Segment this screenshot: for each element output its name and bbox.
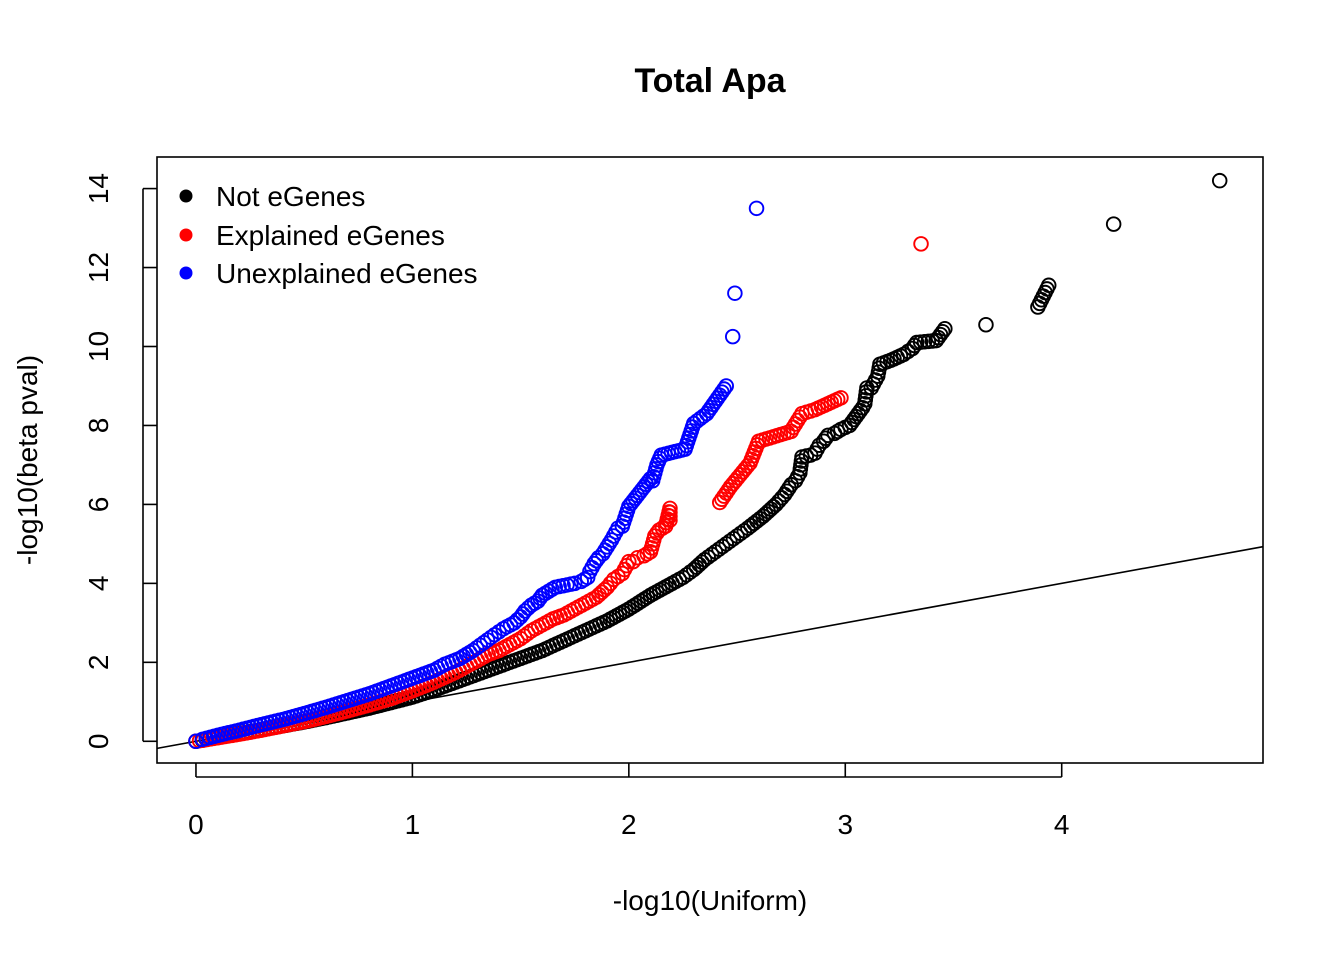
legend-marker-explained-egenes: [179, 228, 193, 242]
y-tick-label: 0: [83, 733, 114, 749]
data-point: [1211, 172, 1228, 189]
data-point: [695, 408, 712, 424]
data-point: [662, 500, 678, 517]
legend-marker-unexplained-egenes: [179, 266, 193, 280]
data-point: [188, 733, 204, 750]
data-point: [724, 328, 741, 345]
series-explained-egenes: [188, 236, 929, 750]
data-point: [833, 390, 849, 406]
data-point: [662, 504, 678, 521]
data-point: [483, 629, 499, 646]
data-point: [1040, 277, 1057, 294]
data-point: [829, 423, 846, 440]
y-tick-label: 6: [83, 497, 114, 513]
data-point: [716, 381, 732, 397]
data-point: [765, 499, 782, 515]
data-point: [491, 623, 507, 640]
data-point: [748, 200, 765, 217]
data-point: [621, 553, 637, 570]
data-point: [662, 512, 678, 528]
y-tick-label: 12: [83, 252, 114, 283]
data-point: [763, 501, 779, 517]
legend: Not eGenes Explained eGenes Unexplained …: [179, 181, 478, 289]
y-tick-label: 4: [83, 576, 114, 592]
legend-label-not-egenes: Not eGenes: [216, 181, 365, 212]
y-tick-label: 10: [83, 331, 114, 362]
data-point: [934, 323, 951, 340]
x-tick-label: 1: [405, 809, 421, 840]
data-point: [594, 584, 610, 601]
legend-marker-not-egenes: [179, 189, 193, 203]
plot-frame: [156, 156, 1264, 764]
y-axis-label: -log10(beta pval): [12, 355, 43, 565]
data-point: [937, 320, 953, 337]
x-tick-label: 0: [188, 809, 204, 840]
series-unexplained-egenes: [188, 200, 765, 750]
data-point: [727, 285, 743, 301]
x-tick-label: 2: [621, 809, 637, 840]
legend-label-explained-egenes: Explained eGenes: [216, 220, 445, 251]
y-tick-label: 2: [83, 655, 114, 671]
data-point: [913, 236, 929, 252]
legend-label-unexplained-egenes: Unexplained eGenes: [216, 258, 478, 289]
data-point: [544, 581, 560, 598]
x-axis: 0 1 2 3 4: [188, 763, 1070, 840]
data-point: [629, 549, 646, 566]
data-point: [718, 378, 734, 394]
data-point: [566, 575, 583, 592]
data-point: [662, 508, 678, 525]
data-point: [601, 535, 618, 552]
plot-area: [156, 172, 1264, 750]
data-point: [576, 571, 593, 588]
data-point: [820, 427, 836, 444]
data-point: [978, 317, 994, 333]
data-point: [1105, 216, 1122, 232]
x-tick-label: 3: [837, 809, 853, 840]
y-axis: 0 2 4 6 8 10 12 14: [83, 173, 157, 749]
x-axis-label: -log10(Uniform): [613, 885, 808, 916]
chart-title: Total Apa: [634, 62, 786, 100]
y-tick-label: 14: [83, 173, 114, 204]
y-tick-label: 8: [83, 418, 114, 434]
data-point: [818, 430, 834, 447]
x-tick-label: 4: [1054, 809, 1070, 840]
data-point: [691, 556, 707, 573]
